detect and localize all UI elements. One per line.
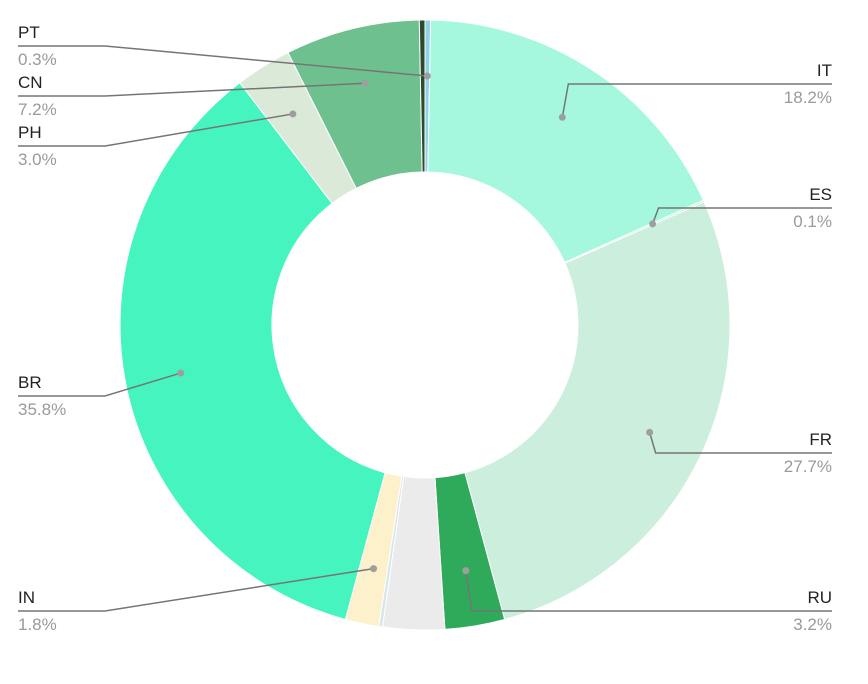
slice-label: IT [817, 61, 832, 80]
chart-slices [119, 19, 731, 631]
slice-label: PT [18, 23, 40, 42]
label-pt: PT 0.3% [18, 23, 431, 80]
slice-percent: 3.2% [793, 615, 832, 634]
leader-line [18, 567, 374, 612]
slice-label: BR [18, 373, 42, 392]
leader-line [465, 570, 832, 612]
slice-percent: 0.3% [18, 50, 57, 69]
slice-label: IN [18, 588, 35, 607]
slice-percent: 3.0% [18, 150, 57, 169]
leader-line [651, 207, 832, 225]
label-ph: PH 3.0% [18, 110, 297, 169]
slice-percent: 7.2% [18, 100, 57, 119]
slice-percent: 27.7% [784, 457, 832, 476]
leader-line [648, 432, 832, 454]
leader-dot [558, 113, 566, 121]
donut-hole [272, 172, 578, 478]
leader-dot [361, 79, 369, 87]
slice-label: PH [18, 123, 42, 142]
leader-dot [423, 72, 431, 80]
label-es: ES 0.1% [649, 185, 832, 231]
leader-line [18, 113, 294, 147]
leader-line [18, 372, 181, 397]
label-br: BR 35.8% [18, 369, 185, 419]
slice-percent: 35.8% [18, 400, 66, 419]
leader-dot [462, 567, 470, 575]
leader-dot [649, 220, 657, 228]
leader-line [18, 45, 428, 77]
leader-line [18, 82, 366, 97]
leader-dot [289, 110, 297, 118]
label-it: IT 18.2% [558, 61, 832, 121]
slice-label: FR [809, 430, 832, 449]
label-ru: RU 3.2% [462, 567, 832, 634]
slice-percent: 1.8% [18, 615, 57, 634]
slice-percent: 18.2% [784, 88, 832, 107]
leader-line [561, 83, 832, 118]
leader-dot [177, 369, 185, 377]
chart-labels: PT 0.3% IT 18.2% ES 0.1% FR 27.7% RU 3.2% IN 1.8% BR… [18, 23, 832, 634]
label-fr: FR 27.7% [646, 428, 832, 476]
slice-percent: 0.1% [793, 212, 832, 231]
label-in: IN 1.8% [18, 565, 378, 634]
slice-label: RU [807, 588, 832, 607]
leader-dot [646, 428, 654, 436]
slice-label: CN [18, 73, 43, 92]
slice-label: ES [809, 185, 832, 204]
leader-dot [370, 565, 378, 573]
label-cn: CN 7.2% [18, 73, 369, 119]
